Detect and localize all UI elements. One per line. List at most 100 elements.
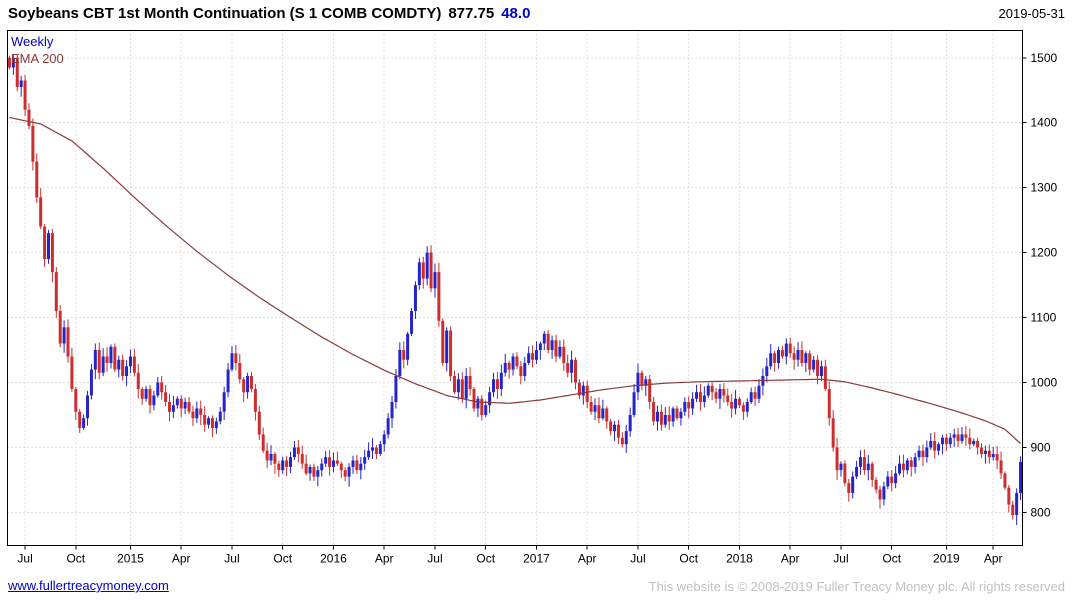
candle-body [843, 463, 847, 484]
candle-body [937, 444, 941, 451]
candle-body [171, 405, 175, 412]
candle-body [523, 363, 527, 376]
x-tick-label: Oct [679, 552, 698, 566]
candle-body [472, 388, 476, 409]
candle-body [339, 463, 343, 471]
candle-body [429, 252, 433, 289]
candle-body [304, 463, 308, 474]
candle-body [378, 444, 382, 454]
candle-body [570, 359, 574, 373]
candle-body [991, 453, 995, 458]
candle-body [667, 414, 671, 422]
candle-body [714, 392, 718, 399]
candle-body [468, 375, 472, 389]
candle-body [417, 262, 421, 286]
candle-body [495, 379, 499, 389]
candle-body [54, 272, 58, 312]
y-tick-label: 1300 [1031, 181, 1058, 195]
candle-body [374, 447, 378, 454]
candle-body [531, 353, 535, 360]
y-tick-label: 1100 [1031, 311, 1057, 325]
grid [7, 30, 1023, 546]
x-tick-label: 2018 [726, 552, 753, 566]
candle-body [226, 369, 230, 393]
candle-body [948, 437, 952, 445]
candle-body [249, 375, 253, 389]
candle-body [230, 353, 234, 370]
candle-body [929, 440, 933, 448]
candle-body [164, 392, 168, 402]
candle-body [82, 418, 86, 428]
x-tick-label: 2017 [523, 552, 550, 566]
candle-body [831, 418, 835, 448]
website-link[interactable]: www.fullertreacymoney.com [8, 578, 169, 593]
candle-body [437, 272, 441, 321]
candle-body [780, 350, 784, 357]
chart-title: Soybeans CBT 1st Month Continuation (S 1… [8, 5, 442, 22]
candle-body [492, 379, 496, 393]
candle-body [413, 285, 417, 312]
x-tick-label: 2019 [933, 552, 960, 566]
candle-body [534, 350, 538, 360]
y-tick-label: 1400 [1031, 116, 1058, 130]
candle-body [675, 408, 679, 419]
candle-body [320, 463, 324, 471]
candle-body [1003, 473, 1007, 488]
y-tick-label: 1200 [1031, 246, 1058, 260]
candle-body [503, 363, 507, 373]
candle-body [203, 414, 207, 425]
candle-body [800, 350, 804, 364]
candle-body [917, 450, 921, 458]
candle-body [757, 385, 761, 399]
candle-body [97, 350, 101, 373]
candle-body [710, 385, 714, 393]
candle-body [359, 463, 363, 471]
candle-body [238, 363, 242, 380]
candle-body [1007, 487, 1011, 505]
candle-body [609, 421, 613, 432]
candle-body [839, 463, 843, 471]
candle-body [410, 311, 414, 334]
candle-body [652, 401, 656, 422]
candle-body [31, 125, 35, 162]
candle-body [898, 463, 902, 474]
x-tick-label: 2015 [117, 552, 144, 566]
candle-body [566, 363, 570, 373]
x-tick-label: Oct [476, 552, 495, 566]
x-tick-label: Apr [781, 552, 800, 566]
candle-body [874, 479, 878, 490]
candle-body [687, 401, 691, 409]
candle-body [855, 466, 859, 477]
candle-body [734, 398, 738, 409]
price-change: 48.0 [501, 5, 531, 22]
candle-body [425, 252, 429, 279]
candle-body [538, 343, 542, 351]
candle-body [285, 460, 289, 467]
candle-body [23, 80, 27, 110]
candle-body [246, 375, 250, 393]
x-tick-label: Apr [984, 552, 1003, 566]
candle-body [851, 476, 855, 493]
candle-body [78, 411, 82, 428]
candle-body [136, 372, 140, 389]
x-tick-label: 2016 [320, 552, 347, 566]
candle-body [109, 346, 113, 364]
candle-body [890, 476, 894, 484]
candle-body [519, 366, 523, 376]
candle-body [663, 414, 667, 425]
candle-body [507, 363, 511, 370]
y-tick-label: 1500 [1031, 51, 1058, 65]
candle-body [816, 359, 820, 376]
x-tick-label: Jul [630, 552, 645, 566]
candle-body [968, 437, 972, 445]
candle-body [214, 421, 218, 428]
candle-body [460, 379, 464, 399]
candle-body [19, 80, 23, 88]
candle-body [160, 382, 164, 393]
candle-body [940, 437, 944, 445]
candle-body [546, 333, 550, 351]
candle-body [960, 434, 964, 441]
candle-body [1011, 504, 1015, 515]
candle-body [550, 340, 554, 351]
candle-body [683, 401, 687, 412]
